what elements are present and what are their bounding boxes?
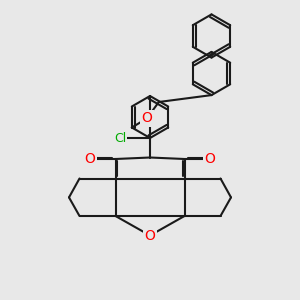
Text: Cl: Cl bbox=[114, 131, 126, 145]
Text: O: O bbox=[145, 229, 155, 242]
Text: O: O bbox=[205, 152, 215, 166]
Text: O: O bbox=[141, 112, 152, 125]
Text: O: O bbox=[85, 152, 95, 166]
